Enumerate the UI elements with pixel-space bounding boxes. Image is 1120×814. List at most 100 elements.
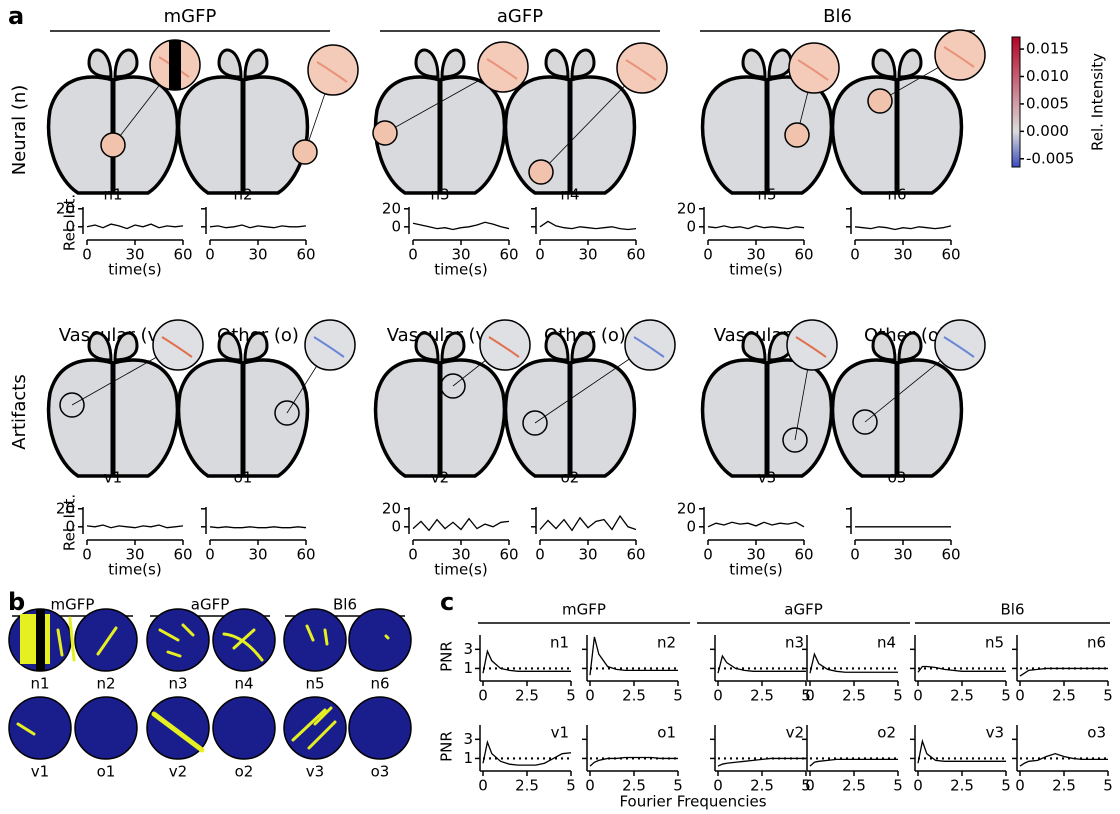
colorbar-tick-label: 0.015	[1026, 40, 1069, 58]
olfactory-bulb	[546, 50, 568, 77]
x-tick-label: 30	[893, 246, 912, 264]
roi-circle	[293, 140, 317, 164]
row-label: Neural (n)	[9, 85, 30, 176]
pnr-curve	[1020, 754, 1108, 766]
pnr-curve	[918, 741, 1006, 763]
x-tick-label: 2.5	[1052, 687, 1076, 705]
colorbar	[1012, 37, 1020, 167]
colorbar-tick-label: 0.005	[1026, 94, 1069, 112]
x-tick-label: 2.5	[950, 777, 974, 795]
olfactory-bulb	[416, 50, 438, 77]
y-tick-label: 1	[463, 659, 473, 677]
mask-label: v3	[306, 763, 324, 781]
plot-label: n6	[1087, 634, 1106, 652]
x-tick-label: 30	[248, 246, 267, 264]
mask-label: o2	[235, 763, 254, 781]
x-tick-label: 0	[535, 246, 545, 264]
mask-circle	[75, 697, 137, 759]
x-tick-label: 0	[82, 246, 92, 264]
mask-band	[36, 609, 45, 671]
mask-circle	[284, 697, 346, 759]
mask-label: o1	[97, 763, 116, 781]
map-label: n5	[757, 186, 776, 204]
row-label: Artifacts	[9, 374, 30, 449]
y-tick-label: 3	[463, 730, 473, 748]
trace-line	[210, 527, 306, 528]
olfactory-bulb	[743, 50, 765, 77]
x-tick-label: 2.5	[842, 687, 866, 705]
x-axis-label: time(s)	[108, 561, 161, 579]
x-tick-label: 0	[703, 546, 713, 564]
zoom-inset	[480, 320, 530, 370]
olfactory-bulb	[219, 50, 241, 77]
x-tick-label: 60	[794, 246, 813, 264]
x-axis-label: time(s)	[108, 261, 161, 279]
x-tick-label: 2.5	[622, 687, 646, 705]
panel-label: c	[440, 588, 454, 616]
group-header: mGFP	[51, 596, 95, 614]
y-tick-label: 20	[382, 199, 401, 217]
y-axis-label: Rel. Int.	[61, 494, 79, 551]
x-tick-label: 2.5	[950, 687, 974, 705]
x-tick-label: 0	[913, 687, 923, 705]
x-tick-label: 0	[805, 777, 815, 795]
mask-label: n4	[234, 675, 253, 693]
trace-line	[708, 522, 804, 527]
map-label: n3	[430, 186, 449, 204]
y-tick-label: 0	[686, 517, 696, 535]
x-tick-label: 60	[794, 546, 813, 564]
trace-line	[413, 222, 509, 229]
olfactory-bulb	[899, 50, 921, 77]
pnr-curve	[1020, 668, 1108, 676]
olfactory-bulb	[115, 50, 137, 77]
group-header: aGFP	[784, 601, 823, 619]
plot-label: v3	[986, 724, 1004, 742]
zoom-inset	[153, 320, 203, 370]
map-label: v1	[104, 469, 122, 487]
map-label: n4	[560, 186, 579, 204]
mask-circle	[349, 697, 411, 759]
plot-label: n4	[877, 634, 896, 652]
x-tick-label: 60	[626, 246, 645, 264]
x-tick-label: 2.5	[515, 687, 539, 705]
map-label: o1	[234, 469, 253, 487]
x-tick-label: 60	[499, 246, 518, 264]
x-tick-label: 0	[478, 777, 488, 795]
y-tick-label: 1	[463, 749, 473, 767]
y-tick-label: 20	[677, 199, 696, 217]
x-tick-label: 0	[585, 777, 595, 795]
roi-circle	[101, 133, 125, 157]
y-axis-label: PNR	[438, 641, 456, 672]
x-tick-label: 0	[913, 777, 923, 795]
x-tick-label: 5	[1001, 687, 1011, 705]
x-tick-label: 0	[805, 687, 815, 705]
x-tick-label: 2.5	[515, 777, 539, 795]
x-tick-label: 0	[585, 687, 595, 705]
pnr-curve	[483, 742, 571, 765]
mask-label: v1	[31, 763, 49, 781]
trace-line	[413, 519, 509, 531]
mask-label: o3	[371, 763, 390, 781]
trace-line	[540, 516, 636, 530]
x-tick-label: 0	[1015, 777, 1025, 795]
x-tick-label: 0	[408, 246, 418, 264]
x-tick-label: 0	[850, 246, 860, 264]
x-tick-label: 60	[941, 546, 960, 564]
map-label: n2	[233, 186, 252, 204]
olfactory-bulb	[769, 50, 791, 77]
mask-label: n5	[305, 675, 324, 693]
panel-label: a	[8, 2, 24, 30]
olfactory-bulb	[245, 50, 267, 77]
group-header: Bl6	[1000, 601, 1024, 619]
group-header: Bl6	[333, 596, 357, 614]
zoom-inset	[935, 30, 985, 80]
mask-feature	[386, 636, 388, 638]
pnr-curve	[810, 654, 898, 673]
colorbar-tick-label: -0.005	[1026, 149, 1074, 167]
mask-label: v2	[169, 763, 187, 781]
figure: amGFPaGFPBl6Neural (n)ArtifactsVascular …	[0, 0, 1120, 814]
y-tick-label: 20	[382, 499, 401, 517]
y-axis-label: Rel. Int.	[61, 194, 79, 251]
mask-label: n2	[96, 675, 115, 693]
x-tick-label: 2.5	[842, 777, 866, 795]
